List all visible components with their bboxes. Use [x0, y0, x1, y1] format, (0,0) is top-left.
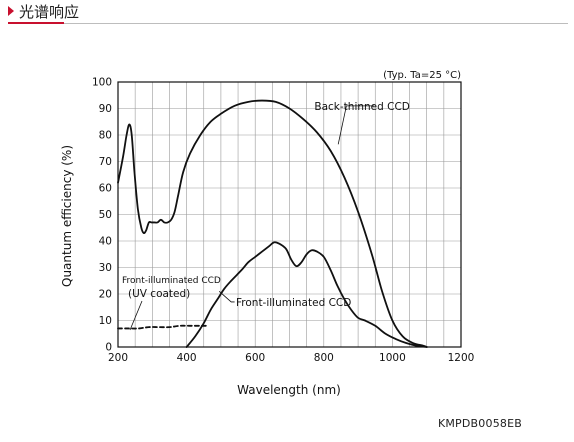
leader-line-back-thinned: [337, 105, 375, 145]
y-tick-label: 40: [99, 236, 112, 248]
chart-annotations: Back-thinned CCD Front-illuminated CCD Fro…: [122, 101, 410, 331]
series-front-illuminated-ccd: [185, 241, 428, 348]
y-tick-label: 100: [92, 77, 112, 89]
y-axis-label: Quantum efficiency (%): [60, 145, 74, 287]
y-tick-label: 20: [99, 289, 112, 301]
chart-ticks: 200 400 600 800 1000 1200 0 10 20 30 40 50 60 70 80 90 1…: [92, 77, 474, 365]
header-accent-bar: [8, 22, 64, 24]
y-tick-label: 80: [99, 130, 112, 142]
chart-series: [117, 99, 428, 348]
annotation-uv-coated: (UV coated): [128, 288, 190, 300]
series-back-thinned-ccd: [117, 99, 428, 348]
y-tick-label: 90: [99, 103, 112, 115]
y-tick-label: 60: [99, 183, 112, 195]
annotation-back-thinned-ccd: Back-thinned CCD: [314, 101, 410, 113]
annotation-front-illuminated-uv: Front-illuminated CCD: [122, 276, 221, 286]
y-tick-label: 10: [99, 315, 112, 327]
x-tick-label: 1200: [448, 352, 475, 364]
triangle-marker-icon: [8, 6, 14, 16]
x-tick-label: 400: [177, 352, 197, 364]
y-tick-label: 0: [105, 342, 112, 354]
conditions-note: (Typ. Ta=25 °C): [383, 70, 461, 81]
x-tick-label: 200: [108, 352, 128, 364]
section-title: 光谱响应: [19, 3, 80, 21]
series-front-illuminated-ccd-uv-coated: [117, 324, 209, 330]
x-tick-label: 600: [245, 352, 265, 364]
x-axis-label: Wavelength (nm): [237, 383, 341, 397]
document-code: KMPDB0058EB: [437, 417, 522, 430]
section-header: 光谱响应: [0, 0, 574, 26]
x-tick-label: 1000: [379, 352, 406, 364]
leader-line-uv-coated: [129, 300, 143, 331]
x-tick-label: 800: [314, 352, 334, 364]
plot-frame: [117, 81, 462, 348]
leader-line-front-illuminated: [218, 291, 235, 303]
chart-grid: [118, 82, 461, 347]
annotation-front-illuminated-ccd: Front-illuminated CCD: [236, 297, 351, 309]
header-divider: [8, 23, 568, 24]
y-tick-label: 50: [99, 209, 112, 221]
y-tick-label: 30: [99, 262, 112, 274]
y-tick-label: 70: [99, 156, 112, 168]
